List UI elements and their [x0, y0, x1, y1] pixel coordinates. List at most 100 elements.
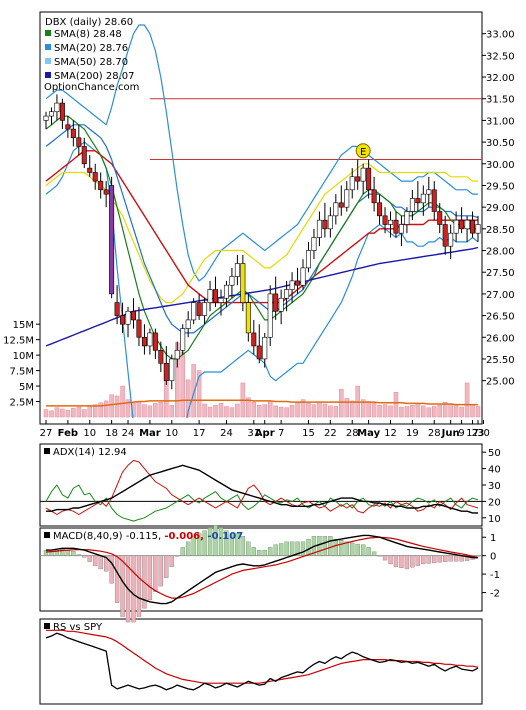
macd-histogram-bar [350, 542, 355, 556]
macd-histogram-bar [169, 555, 174, 567]
macd-histogram-bar [262, 549, 267, 556]
candle-body [202, 302, 208, 316]
volume-tick-label: 12.5M [3, 336, 34, 347]
macd-histogram-bar [371, 551, 377, 556]
volume-bar [213, 404, 218, 418]
volume-bar [87, 405, 92, 418]
x-tick-label: Apr [255, 428, 275, 439]
candle-body [43, 115, 49, 121]
x-tick-label: 15 [302, 428, 315, 439]
volume-bar [459, 406, 464, 418]
volume-bar [295, 402, 300, 418]
macd-histogram-bar [235, 533, 240, 556]
price-tick-label: 30.00 [486, 160, 515, 171]
macd-histogram-bar [410, 555, 415, 568]
x-tick-label: Feb [58, 428, 78, 439]
candle-body [180, 328, 186, 351]
candle-body [229, 276, 235, 286]
macd-histogram-bar [257, 549, 262, 556]
candle-body [316, 219, 322, 238]
macd-histogram-bar [339, 540, 344, 556]
x-tick-label: May [357, 428, 380, 439]
macd-histogram-bar [54, 549, 60, 556]
candle-body [453, 219, 459, 234]
candle-body [295, 280, 301, 286]
macd-histogram-bar [82, 555, 87, 558]
candle-body [409, 198, 415, 212]
macd-histogram-bar [432, 555, 437, 564]
candle-body [267, 293, 273, 338]
bollinger-upper-line [45, 24, 478, 282]
macd-histogram-bar [306, 538, 311, 556]
x-tick-label: 24 [220, 428, 233, 439]
volume-bar [49, 410, 54, 418]
macd-histogram-bar [399, 555, 404, 568]
candle-body [262, 336, 268, 360]
candle-body [169, 358, 175, 381]
candle-body [141, 336, 147, 347]
candle-body [442, 224, 448, 247]
volume-bar [371, 403, 377, 418]
volume-tick-label: 2.5M [9, 398, 34, 409]
volume-bar [366, 401, 371, 418]
candle-body [98, 180, 104, 191]
volume-bar [421, 405, 426, 418]
candle-body [92, 172, 98, 182]
candle-body [459, 219, 465, 230]
macd-histogram-bar [131, 555, 136, 623]
price-tick-label: 33.00 [486, 30, 515, 41]
price-tick-label: 25.50 [486, 355, 515, 366]
volume-bar [109, 394, 114, 418]
candle-body [398, 224, 404, 234]
price-tick-label: 29.00 [486, 203, 515, 214]
adx-panel-frame [39, 443, 483, 527]
candle-body [81, 146, 87, 165]
sma20-line [45, 124, 479, 334]
x-tick-label: 19 [406, 428, 419, 439]
macd-histogram-bar [93, 555, 98, 566]
macd-histogram-bar [295, 541, 300, 556]
candle-body [152, 332, 158, 351]
volume-bar [322, 403, 328, 418]
x-tick-label: 22 [324, 428, 337, 439]
price-tick-label: 27.50 [486, 268, 515, 279]
volume-bar [360, 399, 366, 418]
price-tick-label: 31.00 [486, 116, 515, 127]
macd-histogram-bar [426, 555, 431, 564]
price-tick-label: 26.50 [486, 312, 515, 323]
macd-histogram-bar [404, 555, 410, 570]
volume-bar [284, 407, 289, 418]
volume-bar [300, 399, 306, 418]
macd-histogram-bar [76, 554, 81, 556]
macd-histogram-bar [180, 547, 185, 556]
volume-bar [191, 364, 196, 418]
adx-tick-label: 20 [488, 497, 501, 508]
legend-label: SMA(200) 28.07 [54, 71, 135, 82]
x-tick-label: 7 [278, 428, 284, 439]
volume-bar [207, 406, 213, 418]
candle-body [284, 289, 290, 299]
candle-body [355, 176, 361, 182]
x-tick-label: 9 [458, 428, 464, 439]
macd-histogram-bar [240, 536, 246, 556]
candle-body [415, 198, 421, 204]
macd-histogram-bar [333, 538, 338, 556]
volume-bar [333, 406, 339, 418]
candle-body [366, 167, 372, 191]
volume-bar [82, 409, 87, 418]
candle-body [278, 297, 284, 312]
macd-histogram-bar [443, 555, 448, 562]
macd-histogram-bar [191, 536, 196, 556]
candle-body [59, 102, 65, 121]
volume-bar [54, 407, 60, 418]
macd-signal-value: -0.006, [164, 531, 207, 542]
volume-bar [382, 404, 388, 418]
candle-body [311, 237, 317, 251]
x-tick-label: 28 [346, 428, 359, 439]
macd-histogram-bar [202, 530, 207, 556]
earnings-marker-label: E [360, 147, 366, 158]
volume-bar [388, 405, 393, 418]
candle-body [404, 211, 410, 225]
price-tick-label: 30.50 [486, 138, 515, 149]
